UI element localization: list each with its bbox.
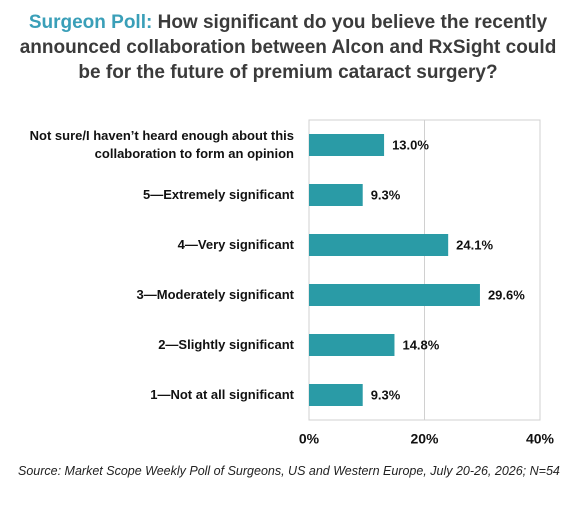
y-tick-label: 5—Extremely significant (143, 187, 294, 202)
value-label: 9.3% (371, 187, 401, 202)
bar (309, 184, 363, 206)
x-tick-label: 20% (410, 431, 439, 447)
y-tick-label: 1—Not at all significant (150, 387, 294, 402)
bar (309, 384, 363, 406)
x-tick-label: 0% (299, 431, 320, 447)
value-label: 9.3% (371, 387, 401, 402)
bar (309, 234, 449, 256)
y-tick-label: Not sure/I haven’t heard enough about th… (29, 128, 294, 161)
value-label: 24.1% (456, 237, 493, 252)
source-note: Source: Market Scope Weekly Poll of Surg… (18, 464, 560, 478)
chart-title-block: Surgeon Poll: How significant do you bel… (10, 10, 566, 85)
y-tick-label: 2—Slightly significant (158, 337, 294, 352)
value-label: 29.6% (488, 287, 525, 302)
value-label: 14.8% (402, 337, 439, 352)
chart-title: How significant do you believe the recen… (19, 12, 557, 83)
value-label: 13.0% (392, 137, 429, 152)
x-tick-label: 40% (526, 431, 555, 447)
title-lead: Surgeon Poll: (28, 12, 153, 33)
bar (309, 334, 395, 356)
y-tick-label: 4—Very significant (177, 237, 294, 252)
bar (309, 134, 385, 156)
y-tick-label: 3—Moderately significant (136, 287, 294, 302)
bar (309, 284, 480, 306)
